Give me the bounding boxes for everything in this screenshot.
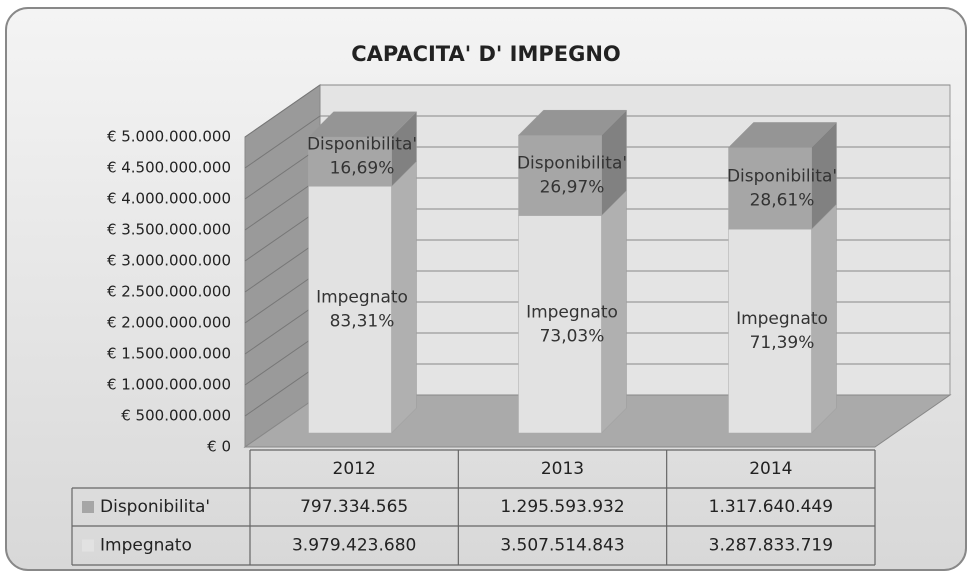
data-label-name: Disponibilita'	[727, 166, 837, 186]
y-tick-label: € 4.500.000.000	[107, 159, 231, 177]
x-tick-label: 2013	[541, 459, 584, 479]
y-tick-label: € 1.000.000.000	[107, 376, 231, 394]
data-label-name: Impegnato	[526, 302, 618, 322]
grid-line	[244, 332, 321, 386]
bar-top	[307, 111, 418, 138]
x-tick-label: 2014	[749, 459, 792, 479]
table-value: 1.295.593.932	[500, 497, 624, 517]
table-value: 3.507.514.843	[500, 536, 624, 556]
bar	[308, 186, 392, 434]
data-label: 28,61%	[750, 190, 815, 210]
grid-line	[244, 115, 321, 169]
y-tick-label: € 3.500.000.000	[107, 221, 231, 239]
y-tick-label: € 3.000.000.000	[107, 252, 231, 270]
data-label-name: Impegnato	[736, 309, 828, 329]
y-tick-label: € 2.000.000.000	[107, 314, 231, 332]
chart-title: CAPACITA' D' IMPEGNO	[351, 42, 621, 66]
grid-line	[244, 177, 321, 231]
data-label: 73,03%	[540, 326, 605, 346]
y-tick-label: € 500.000.000	[121, 407, 231, 425]
grid-line	[244, 270, 321, 324]
grid-line	[244, 301, 321, 355]
x-tick-label: 2012	[333, 459, 376, 479]
table-value: 3.979.423.680	[292, 536, 416, 556]
bar	[518, 134, 602, 216]
grid-line	[244, 208, 321, 262]
data-label: 71,39%	[750, 333, 815, 353]
data-label: 26,97%	[540, 177, 605, 197]
bar-top	[517, 109, 628, 136]
data-label-name: Disponibilita'	[307, 135, 417, 155]
y-tick-label: € 0	[207, 438, 231, 456]
table-value: 797.334.565	[300, 497, 408, 517]
y-tick-label: € 1.500.000.000	[107, 345, 231, 363]
grid-line	[244, 146, 321, 200]
table-value: 3.287.833.719	[709, 536, 833, 556]
grid-line	[244, 84, 321, 138]
data-label: 83,31%	[330, 312, 395, 332]
bar	[728, 228, 812, 434]
legend-label: Disponibilita'	[100, 497, 210, 517]
data-label: 16,69%	[330, 159, 395, 179]
bar-top	[727, 122, 838, 148]
table-value: 1.317.640.449	[709, 497, 833, 517]
y-tick-label: € 5.000.000.000	[107, 128, 231, 146]
data-label-name: Impegnato	[316, 288, 408, 308]
grid-line	[244, 239, 321, 293]
data-label-name: Disponibilita'	[517, 153, 627, 173]
y-tick-label: € 2.500.000.000	[107, 283, 231, 301]
legend-swatch	[82, 501, 94, 513]
bar	[518, 215, 602, 434]
bar	[728, 147, 812, 230]
grid-line	[244, 363, 321, 417]
bar	[308, 136, 392, 187]
y-tick-label: € 4.000.000.000	[107, 190, 231, 208]
legend-swatch	[82, 539, 94, 552]
legend-label: Impegnato	[100, 536, 192, 556]
